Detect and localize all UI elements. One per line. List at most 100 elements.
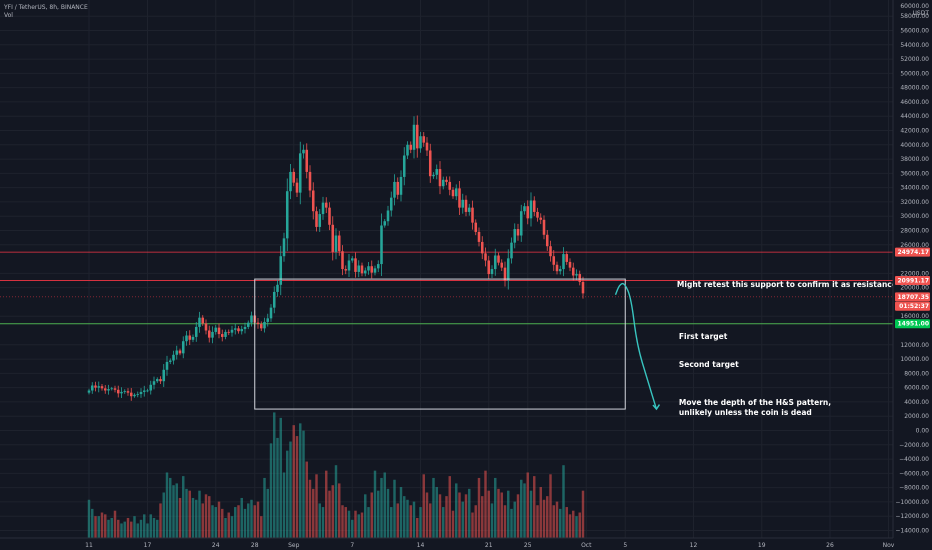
- candle-body: [250, 315, 253, 323]
- candle-body: [555, 264, 559, 272]
- candle-body: [207, 330, 211, 338]
- drawings: [254, 278, 661, 411]
- candle-body: [454, 188, 458, 197]
- volume-bar: [526, 472, 529, 538]
- candle-body: [214, 327, 218, 332]
- price-axis-panel[interactable]: [893, 0, 932, 538]
- candle-body: [217, 327, 221, 335]
- time-tick-label: 21: [485, 542, 493, 549]
- time-axis[interactable]: 11 17 24 28 Sep 7 14 21 25 Oct 5 12 19 26 Nov: [85, 542, 895, 549]
- volume-bar: [240, 497, 243, 538]
- candle-body: [266, 318, 270, 322]
- volume-bar: [503, 505, 507, 538]
- candle-body: [318, 214, 322, 227]
- volume-bar: [318, 503, 321, 538]
- volume-bar: [435, 487, 438, 538]
- volume-bar: [185, 488, 188, 538]
- volume-bar: [146, 523, 149, 538]
- candle-body: [259, 324, 263, 329]
- price-tick-label: 38000.00: [900, 156, 929, 163]
- candle-body: [220, 334, 224, 337]
- volume-bar: [390, 507, 393, 538]
- candle-body: [441, 179, 445, 187]
- price-candles: [87, 115, 585, 401]
- volume-bar: [555, 501, 559, 538]
- candle-body: [357, 265, 361, 272]
- time-tick-label: 11: [85, 542, 93, 549]
- price-tick-label: 40000.00: [900, 142, 929, 149]
- candle-body: [425, 142, 429, 151]
- volume-bar: [455, 483, 458, 538]
- candle-body: [113, 388, 117, 390]
- candle-body: [308, 171, 312, 191]
- candle-body: [497, 255, 500, 263]
- candle-body: [516, 229, 520, 236]
- candle-body: [321, 202, 325, 215]
- volume-bar: [308, 479, 312, 538]
- candle-body: [552, 256, 556, 265]
- volume-bar: [377, 490, 380, 538]
- candle-body: [542, 219, 546, 235]
- candle-body: [393, 181, 396, 198]
- candle-body: [451, 189, 455, 197]
- candle-body: [487, 260, 491, 275]
- price-tick-label: 50000.00: [900, 70, 929, 77]
- price-tick-label: 56000.00: [900, 27, 929, 34]
- candle-body: [133, 394, 136, 397]
- volume-bar: [123, 521, 126, 538]
- candle-body: [246, 322, 250, 327]
- volume-bar: [214, 507, 217, 538]
- volume-bar: [406, 499, 409, 538]
- time-axis-panel[interactable]: [0, 538, 932, 550]
- candle-body: [529, 200, 533, 219]
- volume-bar: [188, 490, 191, 538]
- candle-body: [428, 150, 432, 177]
- candle-body: [467, 207, 471, 212]
- volume-bar: [237, 505, 240, 538]
- volume-bar: [484, 470, 487, 538]
- candle-body: [211, 331, 214, 338]
- volume-bar: [539, 487, 542, 538]
- volume-bar: [263, 477, 266, 538]
- volume-bar: [364, 494, 367, 538]
- price-tick-label: −14000.00: [895, 528, 929, 535]
- volume-bar: [536, 505, 539, 538]
- candle-body: [360, 265, 364, 274]
- candle-body: [146, 390, 149, 392]
- annotation-text: Move the depth of the H&S pattern,: [679, 398, 831, 407]
- volume-bar: [451, 510, 455, 538]
- volume-bar: [438, 494, 442, 538]
- price-tick-label: 4000.00: [904, 399, 929, 406]
- candle-body: [285, 191, 289, 239]
- volume-bar: [380, 477, 383, 538]
- price-tag-label: 18707.35: [897, 294, 929, 301]
- candle-body: [292, 171, 296, 183]
- volume-bar: [344, 507, 347, 538]
- volume-bar: [273, 412, 276, 538]
- candle-body: [565, 254, 569, 262]
- candle-body: [532, 200, 536, 212]
- price-tick-label: 60000.00: [900, 3, 929, 10]
- candle-body: [477, 231, 481, 242]
- candle-body: [406, 144, 409, 156]
- candle-body: [523, 206, 526, 212]
- volume-bar: [523, 483, 526, 538]
- candle-body: [87, 390, 91, 393]
- candle-body: [373, 268, 377, 273]
- hs-depth-box: [254, 278, 626, 410]
- volume-bar: [487, 490, 490, 538]
- candle-body: [389, 197, 393, 211]
- volume-bar: [292, 425, 295, 538]
- candle-body: [480, 241, 484, 254]
- volume-bar: [195, 499, 198, 538]
- price-axis[interactable]: 60000.00 58000.00 56000.00 54000.00 52000.00…: [895, 3, 929, 535]
- time-tick-label: 19: [758, 542, 766, 549]
- candle-body: [341, 251, 344, 270]
- volume-bar: [100, 512, 104, 538]
- volume-bar: [393, 479, 396, 538]
- candle-body: [159, 379, 162, 382]
- candle-body: [334, 235, 338, 252]
- volume-bar: [331, 485, 334, 538]
- candle-body: [198, 317, 201, 327]
